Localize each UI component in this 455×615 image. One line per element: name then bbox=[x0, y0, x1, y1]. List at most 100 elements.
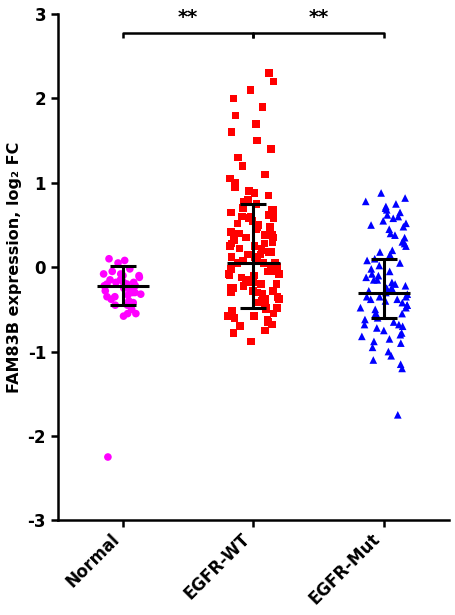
Point bbox=[390, 230, 398, 240]
Point bbox=[111, 292, 118, 301]
Point bbox=[230, 236, 237, 245]
Point bbox=[390, 279, 398, 289]
Point bbox=[266, 222, 273, 232]
Point bbox=[101, 286, 109, 296]
Point bbox=[369, 355, 376, 365]
Point bbox=[123, 279, 130, 289]
Point bbox=[273, 279, 280, 289]
Point bbox=[229, 284, 236, 293]
Point bbox=[227, 227, 234, 237]
Point bbox=[128, 304, 135, 314]
Point bbox=[384, 347, 391, 357]
Point bbox=[273, 292, 280, 301]
Point bbox=[136, 272, 143, 282]
Point bbox=[137, 289, 144, 299]
Point bbox=[119, 271, 126, 280]
Point bbox=[253, 136, 260, 146]
Point bbox=[401, 241, 409, 251]
Point bbox=[385, 334, 392, 344]
Point bbox=[104, 452, 111, 462]
Point bbox=[261, 295, 268, 304]
Point bbox=[395, 207, 403, 217]
Point bbox=[389, 213, 396, 223]
Point bbox=[391, 199, 399, 209]
Point bbox=[377, 188, 384, 198]
Point bbox=[360, 315, 368, 325]
Point bbox=[245, 213, 252, 223]
Point bbox=[108, 266, 116, 276]
Point bbox=[238, 161, 246, 171]
Point bbox=[254, 220, 262, 230]
Point bbox=[382, 205, 389, 215]
Point bbox=[239, 196, 247, 206]
Point bbox=[258, 102, 266, 112]
Point bbox=[236, 244, 243, 253]
Point bbox=[398, 237, 405, 247]
Point bbox=[124, 290, 131, 300]
Point bbox=[242, 232, 249, 242]
Point bbox=[130, 277, 137, 287]
Point bbox=[262, 304, 269, 314]
Point bbox=[124, 284, 131, 293]
Point bbox=[226, 284, 233, 293]
Point bbox=[250, 188, 258, 198]
Point bbox=[233, 153, 241, 162]
Point bbox=[400, 193, 408, 203]
Point bbox=[249, 277, 257, 287]
Point bbox=[260, 230, 268, 240]
Point bbox=[403, 300, 410, 310]
Point bbox=[111, 300, 119, 310]
Point bbox=[394, 212, 401, 221]
Point bbox=[248, 275, 256, 285]
Point bbox=[249, 286, 256, 296]
Point bbox=[124, 309, 131, 319]
Point bbox=[364, 286, 372, 296]
Point bbox=[398, 309, 405, 319]
Point bbox=[246, 85, 253, 95]
Point bbox=[393, 410, 400, 420]
Point bbox=[362, 292, 369, 301]
Point bbox=[370, 254, 378, 264]
Point bbox=[401, 281, 408, 291]
Point bbox=[367, 264, 374, 274]
Point bbox=[373, 311, 380, 321]
Point bbox=[267, 266, 274, 276]
Point bbox=[107, 295, 115, 304]
Point bbox=[253, 288, 260, 298]
Point bbox=[228, 127, 235, 137]
Point bbox=[129, 298, 136, 308]
Point bbox=[257, 245, 264, 255]
Point bbox=[398, 298, 405, 308]
Point bbox=[374, 271, 381, 280]
Point bbox=[253, 254, 260, 264]
Point bbox=[267, 247, 274, 257]
Point bbox=[381, 288, 389, 298]
Point bbox=[239, 203, 246, 213]
Text: **: ** bbox=[178, 8, 198, 27]
Point bbox=[363, 255, 370, 265]
Point bbox=[385, 224, 392, 234]
Point bbox=[385, 266, 393, 276]
Point bbox=[238, 212, 245, 221]
Point bbox=[127, 284, 135, 293]
Point bbox=[381, 203, 388, 213]
Point bbox=[252, 119, 259, 129]
Point bbox=[245, 186, 252, 196]
Point bbox=[120, 277, 127, 287]
Text: **: ** bbox=[308, 8, 328, 27]
Point bbox=[373, 313, 380, 323]
Point bbox=[230, 313, 238, 323]
Point bbox=[358, 331, 365, 341]
Point bbox=[259, 258, 267, 268]
Point bbox=[238, 255, 246, 265]
Point bbox=[120, 284, 127, 293]
Point bbox=[253, 298, 261, 308]
Point bbox=[253, 222, 261, 232]
Point bbox=[125, 296, 132, 306]
Point bbox=[269, 309, 277, 319]
Point bbox=[235, 229, 242, 239]
Point bbox=[226, 173, 233, 183]
Point bbox=[356, 303, 363, 312]
Point bbox=[246, 277, 253, 287]
Point bbox=[261, 170, 268, 180]
